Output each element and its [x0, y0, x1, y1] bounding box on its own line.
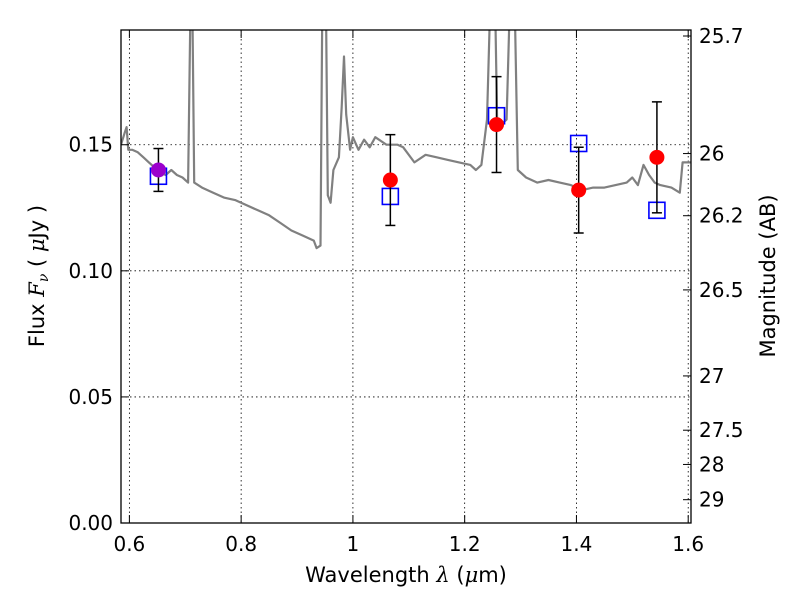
observed-flux-point: [382, 172, 398, 188]
x-tick-label: 0.6: [113, 532, 145, 556]
y-axis-right: 25.7 26 26.2 26.5 27 27.5 28 29: [683, 24, 744, 512]
mag-tick-label: 29: [699, 488, 724, 512]
y-axis-label: Flux Fν ( μJy ): [25, 205, 52, 347]
y-tick-label: 0.05: [68, 385, 113, 409]
plot-frame: [120, 29, 692, 524]
model-spectrum-line: [121, 30, 691, 250]
x-tick-label: 0.8: [225, 532, 257, 556]
series-layer: [121, 30, 691, 250]
y-tick-label: 0.00: [68, 511, 113, 535]
mag-tick-label: 27.5: [699, 418, 744, 442]
observed-flux-point: [489, 117, 505, 133]
y-axis-left: 0.00 0.05 0.10 0.15: [68, 133, 129, 535]
mag-tick-label: 27: [699, 364, 724, 388]
x-axis-label: Wavelength λ (μm): [305, 563, 507, 587]
mag-tick-label: 28: [699, 452, 724, 476]
mag-tick-label: 26.2: [699, 204, 744, 228]
observed-flux-point: [150, 162, 166, 178]
y2-axis-label: Magnitude (AB): [756, 194, 780, 357]
x-tick-label: 1: [347, 532, 360, 556]
mag-tick-label: 26.5: [699, 278, 744, 302]
x-axis: 0.6 0.8 1 1.2 1.4 1.6: [113, 30, 704, 556]
observed-flux-point: [649, 149, 665, 165]
x-tick-label: 1.6: [672, 532, 704, 556]
x-tick-label: 1.4: [561, 532, 593, 556]
y-tick-label: 0.10: [68, 259, 113, 283]
y-tick-label: 0.15: [68, 133, 113, 157]
mag-tick-label: 25.7: [699, 24, 744, 48]
x-tick-label: 1.2: [449, 532, 481, 556]
grid-lines: [121, 30, 691, 524]
observed-flux-point: [571, 182, 587, 198]
mag-tick-label: 26: [699, 142, 724, 166]
